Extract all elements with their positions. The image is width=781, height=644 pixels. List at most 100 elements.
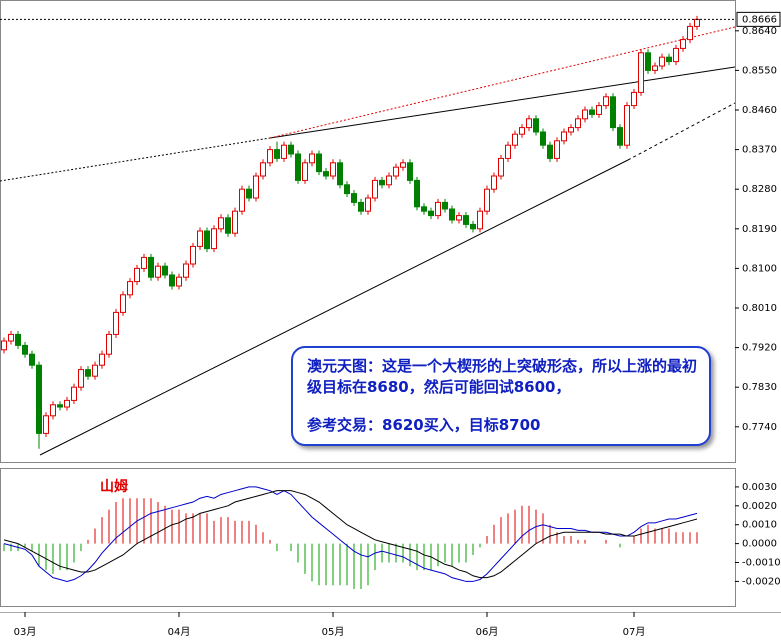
candle-body [57, 404, 63, 408]
candle-body [155, 265, 161, 278]
candle-body [631, 91, 637, 107]
candle-body [99, 353, 105, 366]
trend-line [39, 159, 629, 456]
candle-body [309, 153, 315, 164]
annotation: 澳元天图：这是一个大楔形的上突破形态，所以上涨的最初级目标在8680，然后可能回… [307, 357, 698, 396]
macd-pane [0, 468, 736, 607]
candle-body [141, 256, 147, 269]
y-tick-label: 0.0020 [742, 501, 777, 512]
signature: 山姆 [100, 478, 128, 495]
candle-body [323, 171, 329, 177]
candle-body [190, 245, 196, 265]
candle-body [8, 333, 14, 342]
y-tick-label: 0.8550 [742, 65, 777, 76]
candle-body [561, 131, 567, 142]
candle-body [463, 215, 469, 225]
macd-line [3, 490, 698, 579]
candle-body [624, 105, 630, 146]
candle-body [274, 149, 280, 159]
candle-body [442, 201, 448, 210]
candle-body [589, 109, 595, 115]
y-tick-label: 0.8640 [742, 26, 777, 37]
candle-body [365, 197, 371, 212]
y-tick-label: 0.0000 [742, 539, 777, 550]
y-tick-label: 0.8190 [742, 224, 777, 235]
candle-body [239, 188, 245, 212]
candle-body [414, 179, 420, 208]
candle-body [505, 144, 511, 159]
candle-body [211, 228, 217, 250]
candle-body [358, 201, 364, 212]
candle-body [400, 162, 406, 168]
trend-line [269, 66, 735, 139]
candle-body [477, 210, 483, 230]
candle-body [22, 344, 28, 355]
x-tick-label: 04月 [168, 626, 191, 638]
candle-body [169, 274, 175, 287]
y-tick-label: 0.7740 [742, 422, 777, 433]
candle-body [512, 133, 518, 146]
candle-body [330, 162, 336, 177]
last-price-label: 0.8666 [742, 14, 777, 25]
candle-body [1, 340, 7, 351]
candle-body [281, 144, 287, 159]
candle-body [78, 369, 84, 388]
candle-body [232, 210, 238, 234]
x-tick-label: 07月 [623, 626, 646, 638]
candle-body [540, 131, 546, 146]
candle-body [554, 140, 560, 159]
candle-body [337, 162, 343, 186]
candle-body [372, 179, 378, 199]
annotation-box: 澳元天图：这是一个大楔形的上突破形态，所以上涨的最初级目标在8680，然后可能回… [291, 346, 711, 446]
candle-body [652, 65, 658, 71]
trend-line [0, 137, 271, 182]
trend-lines [0, 26, 735, 456]
candle-body [260, 162, 266, 177]
candle-body [120, 294, 126, 313]
candle-body [519, 127, 525, 135]
candle-body [645, 52, 651, 71]
candle-body [533, 118, 539, 133]
y-tick-label: -0.0020 [742, 576, 781, 587]
candle-body [113, 311, 119, 335]
candle-body [15, 333, 21, 346]
candle-body [344, 184, 350, 195]
candle-body [638, 52, 644, 93]
candle-body [36, 364, 42, 434]
candle-body [428, 210, 434, 217]
x-tick-label: 03月 [14, 626, 37, 638]
candle-body [435, 201, 441, 217]
macd-line [3, 486, 698, 582]
price-pane [0, 0, 736, 463]
candle-body [162, 265, 168, 276]
candle-body [197, 230, 203, 247]
candle-body [267, 149, 273, 164]
y-tick-label: 0.8010 [742, 303, 777, 314]
candle-body [204, 230, 210, 250]
price-plot [0, 15, 735, 449]
candle-body [92, 364, 98, 377]
y-tick-label: 0.8280 [742, 184, 777, 195]
candle-body [407, 162, 413, 181]
candle-body [64, 399, 70, 408]
candle-body [218, 217, 224, 230]
candle-body [316, 153, 322, 173]
candle-body [680, 39, 686, 49]
annotation: 参考交易：8620买入，目标8700 [307, 416, 541, 434]
y-tick-label: 0.8460 [742, 105, 777, 116]
trend-line [627, 102, 735, 161]
candle-body [568, 127, 574, 133]
candle-body [302, 162, 308, 181]
candle-body [351, 193, 357, 203]
candle-body [148, 256, 154, 278]
candle-body [288, 144, 294, 155]
candle-body [225, 217, 231, 234]
candle-body [582, 109, 588, 120]
candle-body [666, 56, 672, 63]
candle-body [295, 153, 301, 181]
candle-body [183, 263, 189, 278]
y-tick-label: 0.7830 [742, 382, 777, 393]
candle-body [547, 144, 553, 159]
